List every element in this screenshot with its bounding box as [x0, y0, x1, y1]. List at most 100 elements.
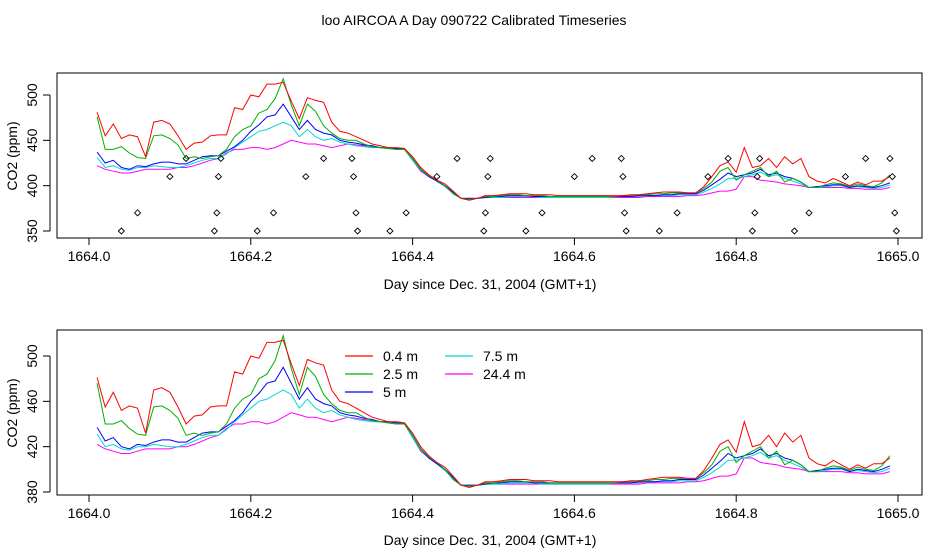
legend-label: 0.4 m [383, 348, 418, 364]
y-tick-label: 500 [24, 344, 40, 368]
data-point-marker [841, 172, 850, 181]
series-line-5-m [96, 366, 891, 486]
series-lines-bottom [96, 333, 891, 489]
data-point-marker [486, 154, 494, 163]
data-point-marker [588, 154, 596, 163]
data-point-marker [349, 172, 358, 181]
series-line-2-5-m [96, 333, 891, 487]
series-line-5-m [96, 103, 891, 199]
data-point-marker [133, 209, 142, 217]
x-tick-label: 1664.6 [553, 248, 596, 264]
data-point-marker [352, 209, 360, 217]
y-tick-label: 450 [24, 128, 40, 152]
markers-top [117, 154, 901, 235]
data-point-marker [217, 154, 225, 163]
legend: 0.4 m 2.5 m 5 m 7.5 m 24.4 m [345, 348, 526, 400]
x-tick-label: 1664.2 [229, 248, 272, 264]
x-tick-label: 1665.0 [877, 248, 920, 264]
data-point-marker [522, 227, 530, 235]
y-tick-label: 460 [24, 389, 40, 413]
series-line-24-4-m [96, 139, 891, 199]
data-point-marker [753, 172, 761, 181]
plot-frame-bottom [56, 329, 923, 496]
panel-top: 1664.0 1664.2 1664.4 1664.6 1664.8 1665.0 350… [4, 72, 923, 292]
legend-label: 7.5 m [483, 348, 518, 364]
data-point-marker [886, 154, 894, 163]
y-axis-label-top: CO2 (ppm) [4, 121, 20, 190]
data-point-marker [319, 154, 328, 163]
legend-label: 2.5 m [383, 366, 418, 382]
x-axis-label-top: Day since Dec. 31, 2004 (GMT+1) [384, 276, 597, 292]
data-point-marker [214, 172, 223, 181]
data-point-marker [348, 154, 356, 163]
series-line-24-4-m [96, 412, 891, 486]
data-point-marker [891, 209, 899, 217]
x-tick-label: 1664.4 [391, 505, 434, 521]
series-line-0-4-m [96, 339, 891, 489]
data-point-marker [673, 209, 681, 217]
data-point-marker [756, 154, 764, 163]
data-point-marker [117, 227, 125, 235]
data-point-marker [619, 172, 627, 181]
x-tick-label: 1664.8 [715, 505, 758, 521]
panel-bottom: 1664.0 1664.2 1664.4 1664.6 1664.8 1665.0 380… [4, 329, 923, 548]
series-line-2-5-m [96, 77, 891, 200]
data-point-marker [302, 172, 310, 181]
data-point-marker [433, 172, 441, 181]
data-point-marker [182, 154, 190, 163]
data-point-marker [620, 209, 629, 217]
data-point-marker [386, 227, 394, 235]
x-tick-label: 1664.2 [229, 505, 272, 521]
series-line-0-4-m [96, 81, 891, 201]
data-point-marker [213, 209, 221, 217]
data-point-marker [724, 154, 732, 163]
legend-label: 24.4 m [483, 366, 526, 382]
data-point-marker [538, 209, 546, 217]
data-point-marker [751, 209, 759, 217]
y-tick-label: 380 [24, 480, 40, 504]
series-line-7-5-m [96, 121, 891, 199]
x-tick-label: 1665.0 [877, 505, 920, 521]
y-tick-label: 400 [24, 174, 40, 198]
data-point-marker [622, 227, 630, 235]
y-axis-bottom: 380 420 460 500 [24, 344, 51, 504]
x-axis-label-bottom: Day since Dec. 31, 2004 (GMT+1) [384, 532, 597, 548]
series-lines-top [96, 77, 891, 201]
data-point-marker [862, 154, 870, 163]
data-point-marker [481, 209, 490, 217]
y-tick-label: 500 [24, 83, 40, 107]
x-tick-label: 1664.0 [68, 505, 111, 521]
data-point-marker [166, 172, 174, 181]
data-point-marker [748, 227, 757, 235]
data-point-marker [617, 154, 625, 163]
x-axis-bottom: 1664.0 1664.2 1664.4 1664.6 1664.8 1665.0 [68, 495, 920, 521]
data-point-marker [655, 227, 663, 235]
data-point-marker [805, 209, 813, 217]
data-point-marker [210, 227, 219, 235]
y-axis-top: 350 400 450 500 [24, 83, 51, 243]
y-tick-label: 420 [24, 435, 40, 459]
x-tick-label: 1664.4 [391, 248, 434, 264]
x-tick-label: 1664.6 [553, 505, 596, 521]
data-point-marker [892, 227, 901, 235]
data-point-marker [269, 209, 278, 217]
data-point-marker [402, 209, 410, 217]
y-tick-label: 350 [24, 219, 40, 243]
data-point-marker [790, 227, 799, 235]
x-tick-label: 1664.8 [715, 248, 758, 264]
plot-frame-top [56, 72, 923, 239]
data-point-marker [570, 172, 579, 181]
data-point-marker [480, 227, 488, 235]
legend-label: 5 m [383, 384, 406, 400]
figure-title: loo AIRCOA A Day 090722 Calibrated Times… [321, 12, 626, 28]
data-point-marker [704, 172, 712, 181]
data-point-marker [353, 227, 362, 235]
data-point-marker [484, 172, 492, 181]
data-point-marker [253, 227, 261, 235]
x-axis-top: 1664.0 1664.2 1664.4 1664.6 1664.8 1665.0 [68, 238, 920, 264]
data-point-marker [888, 172, 896, 181]
y-axis-label-bottom: CO2 (ppm) [4, 378, 20, 447]
x-tick-label: 1664.0 [68, 248, 111, 264]
data-point-marker [453, 154, 461, 163]
